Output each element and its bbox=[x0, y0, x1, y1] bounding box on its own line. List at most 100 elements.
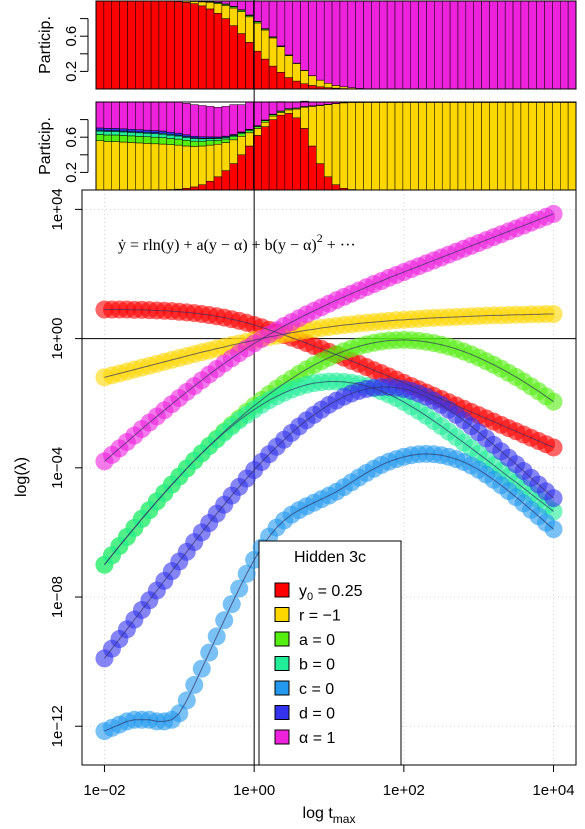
bar-alpha bbox=[268, 101, 278, 115]
legend-swatch-d bbox=[274, 705, 290, 720]
y-tick-label: 1e−12 bbox=[49, 705, 66, 747]
bar-r bbox=[205, 144, 215, 182]
legend: Hidden 3c y0 = 0.25r = −1a = 0b = 0c = 0… bbox=[258, 540, 402, 766]
bar-y0 bbox=[292, 117, 301, 191]
bar-alpha bbox=[402, 0, 412, 90]
bar-a bbox=[135, 136, 144, 144]
y-tick-label: 0.2 bbox=[63, 61, 80, 82]
bar-y0 bbox=[127, 0, 136, 90]
bar-r bbox=[418, 102, 427, 191]
bar-alpha bbox=[229, 104, 238, 135]
bar-d bbox=[166, 131, 175, 135]
x-axis-label: log tmax bbox=[303, 805, 356, 826]
bar-alpha bbox=[426, 0, 435, 90]
bar-y0 bbox=[142, 0, 152, 90]
equation-tail: + ··· bbox=[323, 237, 356, 254]
bar-y0 bbox=[198, 184, 207, 191]
bar-a bbox=[150, 136, 160, 145]
bar-a bbox=[190, 140, 199, 147]
legend-var: y bbox=[299, 583, 307, 600]
line-b bbox=[104, 381, 554, 566]
bar-alpha bbox=[497, 0, 506, 90]
bar-alpha bbox=[371, 0, 380, 90]
bar-alpha bbox=[198, 105, 207, 138]
legend-label-y0: y0 = 0.25 bbox=[299, 583, 363, 603]
bar-r bbox=[371, 102, 380, 191]
bar-r bbox=[245, 16, 254, 43]
bar-a bbox=[111, 134, 120, 142]
legend-box bbox=[258, 540, 402, 766]
bar-r bbox=[560, 102, 569, 191]
bar-y0 bbox=[182, 2, 191, 90]
bar-alpha bbox=[166, 101, 175, 133]
bar-b bbox=[142, 132, 152, 138]
bar-b bbox=[174, 135, 183, 140]
bar-y0 bbox=[205, 8, 215, 90]
bar-alpha bbox=[347, 0, 356, 89]
bar-alpha bbox=[481, 0, 490, 90]
bar-r bbox=[119, 141, 128, 191]
bar-alpha bbox=[142, 101, 152, 131]
bar-alpha bbox=[205, 106, 215, 138]
bar-y0 bbox=[292, 80, 301, 90]
bar-r bbox=[339, 102, 349, 189]
bar-y0 bbox=[213, 176, 223, 191]
x-tick-label: 1e+00 bbox=[233, 782, 275, 799]
legend-label-r: r = −1 bbox=[299, 608, 341, 625]
bar-r bbox=[355, 102, 364, 191]
bar-alpha bbox=[544, 0, 553, 90]
main-plot-panel: 1e−02 1e+00 1e+02 1e+04 1e−12 1e−08 1e−04 1e+0… bbox=[13, 0, 577, 826]
legend-value: = 0 bbox=[308, 632, 335, 649]
bar-r bbox=[331, 85, 341, 89]
y-tick-label: 0.6 bbox=[63, 26, 80, 47]
bar-a bbox=[103, 134, 112, 142]
bar-r bbox=[300, 107, 309, 129]
bar-alpha bbox=[127, 101, 136, 130]
bar-r bbox=[316, 105, 325, 164]
bar-r bbox=[174, 144, 183, 190]
bar-alpha bbox=[111, 101, 120, 129]
bar-a bbox=[221, 138, 231, 143]
legend-swatch-c bbox=[274, 680, 290, 696]
bar-alpha bbox=[418, 0, 427, 90]
bar-alpha bbox=[536, 0, 545, 90]
bar-r bbox=[213, 143, 223, 178]
y-tick-label: 0.6 bbox=[63, 127, 80, 148]
bar-alpha bbox=[292, 0, 301, 64]
bar-r bbox=[284, 109, 293, 114]
line-y0 bbox=[104, 309, 554, 448]
bar-y0 bbox=[245, 145, 254, 191]
equation-exponent: 2 bbox=[317, 231, 323, 245]
bar-r bbox=[331, 103, 341, 185]
model-equation: ẏ = rln(y) + a(y − α) + b(y − α)2 + ··· bbox=[118, 231, 356, 254]
legend-label-c: c = 0 bbox=[299, 681, 334, 698]
bar-alpha bbox=[441, 0, 451, 90]
bar-r bbox=[190, 1, 199, 4]
bar-y0 bbox=[308, 145, 317, 191]
bar-alpha bbox=[308, 0, 317, 76]
bar-r bbox=[528, 102, 537, 191]
legend-entries: y0 = 0.25r = −1a = 0b = 0c = 0d = 0α = 1 bbox=[274, 582, 363, 747]
bar-alpha bbox=[504, 0, 514, 90]
line-alpha bbox=[104, 213, 554, 462]
bar-y0 bbox=[221, 18, 231, 90]
legend-swatch-a bbox=[274, 631, 290, 647]
bar-y0 bbox=[268, 65, 278, 90]
equation-main: ẏ = rln(y) + a(y − α) + b(y − α) bbox=[118, 237, 317, 254]
bar-r bbox=[426, 102, 435, 191]
legend-label-alpha: α = 1 bbox=[299, 730, 335, 747]
bar-r bbox=[111, 141, 120, 191]
bar-y0 bbox=[284, 113, 293, 191]
middle-y-axis-label: Particip. bbox=[37, 117, 54, 175]
bar-r bbox=[103, 141, 112, 191]
bar-b bbox=[95, 130, 105, 135]
bar-r bbox=[323, 83, 333, 88]
bar-r bbox=[127, 142, 136, 191]
bar-alpha bbox=[465, 0, 474, 90]
bar-r bbox=[276, 46, 286, 73]
bar-r bbox=[229, 7, 238, 26]
x-tick-label: 1e+02 bbox=[383, 782, 425, 799]
top-bars bbox=[95, 0, 577, 90]
top-participation-panel: 0.2 0.6 Particip. bbox=[37, 0, 577, 90]
bar-b bbox=[119, 131, 128, 136]
